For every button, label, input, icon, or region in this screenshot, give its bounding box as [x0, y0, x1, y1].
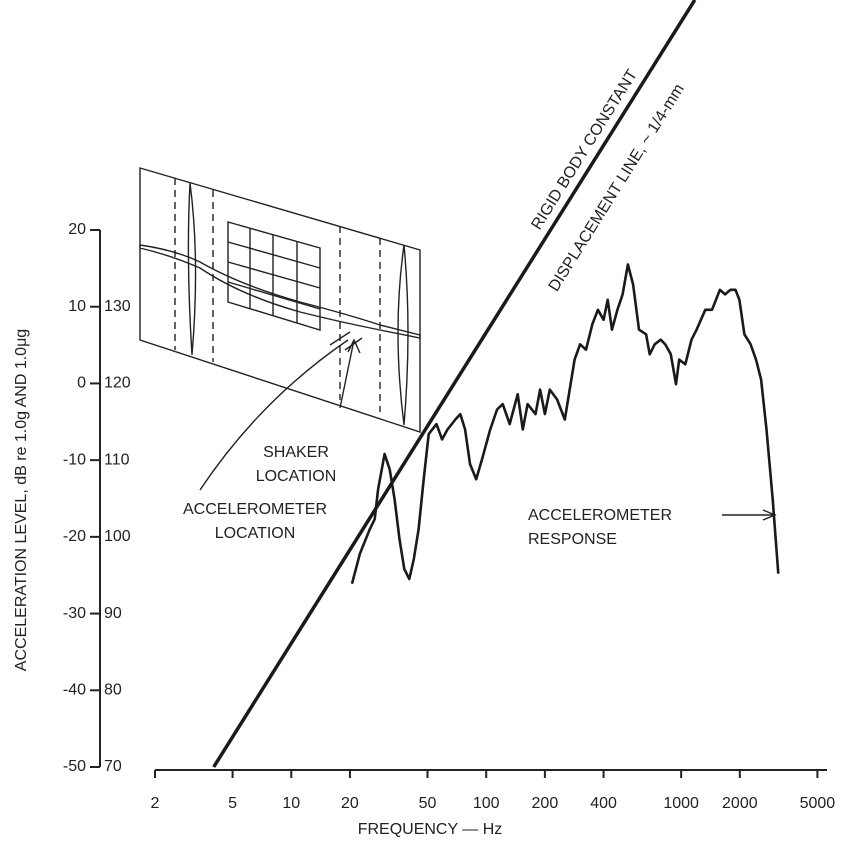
x-tick-label: 5000: [800, 795, 836, 812]
x-tick-label: 50: [419, 795, 437, 812]
y2-tick-label: 100: [104, 528, 131, 545]
y-tick-label: 10: [68, 298, 86, 315]
y-tick-label: -20: [63, 528, 86, 545]
x-tick-label: 1000: [663, 795, 699, 812]
y2-tick-label: 130: [104, 298, 131, 315]
y2-tick-label: 80: [104, 682, 122, 699]
y-tick-label: -10: [63, 451, 86, 468]
y2-tick-label: 120: [104, 375, 131, 392]
x-tick-label: 400: [590, 795, 617, 812]
x-tick-label: 200: [532, 795, 559, 812]
y-tick-label: 20: [68, 221, 86, 238]
y2-tick-label: 90: [104, 605, 122, 622]
x-tick-label: 10: [282, 795, 300, 812]
y2-tick-label: 70: [104, 758, 122, 775]
x-tick-label: 100: [473, 795, 500, 812]
x-tick-label: 5: [228, 795, 237, 812]
x-tick-label: 2: [151, 795, 160, 812]
annotation: LOCATION: [256, 468, 337, 485]
y-tick-label: -40: [63, 682, 86, 699]
annotation: SHAKER: [263, 444, 329, 461]
series-line: [212, 0, 697, 768]
annotation: RIGID BODY CONSTANT: [528, 67, 641, 233]
series-line: [350, 263, 780, 585]
y2-tick-label: 110: [104, 451, 130, 468]
y-tick-label: 0: [77, 375, 86, 392]
y-tick-label: -50: [63, 758, 86, 775]
x-axis-label: FREQUENCY — Hz: [358, 821, 503, 838]
y-tick-label: -30: [63, 605, 86, 622]
x-tick-label: 2000: [722, 795, 758, 812]
annotation: RESPONSE: [528, 531, 617, 548]
annotation: ACCELEROMETER: [528, 507, 672, 524]
y-axis-label: ACCELERATION LEVEL, dB re 1.0g AND 1.0μg: [13, 329, 30, 671]
annotation: LOCATION: [215, 525, 296, 542]
inset-diagram: [139, 167, 777, 521]
x-tick-label: 20: [341, 795, 359, 812]
annotation: ACCELEROMETER: [183, 501, 327, 518]
